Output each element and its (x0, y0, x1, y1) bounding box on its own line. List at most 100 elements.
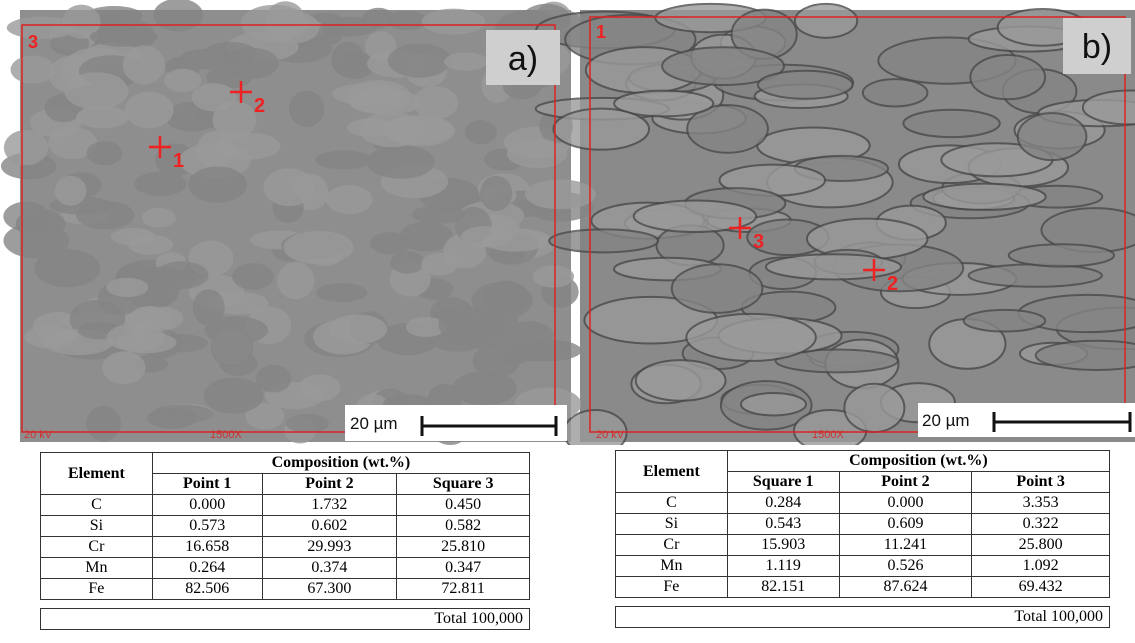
data-row: Mn0.2640.3740.347 (41, 558, 530, 579)
spacer-cell (41, 600, 530, 609)
grain (1036, 341, 1135, 370)
grain (106, 278, 148, 297)
voltage: 20 kV (24, 429, 53, 441)
grain (923, 184, 1045, 210)
cell: 0.000 (839, 493, 972, 514)
cell: 69.432 (972, 577, 1110, 598)
grain (24, 326, 76, 348)
cell: 0.284 (727, 493, 839, 514)
header-cell: Composition (wt.%) (152, 453, 529, 474)
cell: 16.658 (152, 537, 262, 558)
grain (107, 323, 166, 351)
grain (438, 308, 471, 339)
header-cell: Composition (wt.%) (727, 451, 1109, 472)
region-label: 1 (596, 22, 606, 42)
total-cell: Total 100,000 (41, 609, 530, 630)
cell: 0.000 (152, 495, 262, 516)
grain (421, 253, 458, 276)
point-label: 2 (887, 273, 898, 295)
grain (232, 263, 274, 290)
grain (211, 330, 254, 367)
grain (34, 249, 100, 287)
grain (4, 130, 48, 165)
grain (964, 310, 1046, 332)
page: 3 1 a) b) 20 kV 1500X 20 kV 1500X 20 µm … (0, 0, 1135, 643)
grain (507, 139, 567, 168)
cell: 3.353 (972, 493, 1110, 514)
grain (266, 1, 304, 36)
cell: C (616, 493, 728, 514)
panel-label: b) (1082, 28, 1112, 66)
grain (192, 83, 237, 111)
cell: Si (616, 514, 728, 535)
grain (741, 393, 806, 415)
grain (55, 176, 87, 206)
grain (188, 166, 247, 202)
grain (164, 69, 201, 92)
grain (277, 262, 314, 299)
grain (553, 109, 649, 150)
grain (331, 42, 365, 77)
cell: Fe (41, 579, 153, 600)
cell: 0.450 (397, 495, 530, 516)
grain (111, 228, 155, 245)
grain (215, 133, 280, 160)
scale-label: 20 µm (350, 414, 398, 433)
grain (367, 145, 435, 179)
grain (388, 43, 451, 77)
data-row: Fe82.50667.30072.811 (41, 579, 530, 600)
cell: 0.264 (152, 558, 262, 579)
grain (86, 406, 121, 441)
grain (359, 112, 424, 147)
cell: 0.543 (727, 514, 839, 535)
column-header: Square 1 (727, 472, 839, 493)
grain (461, 226, 514, 247)
cell: 0.573 (152, 516, 262, 537)
cell: 0.322 (972, 514, 1110, 535)
grain (315, 151, 372, 170)
data-row: Mn1.1190.5261.092 (616, 556, 1110, 577)
scale-label: 20 µm (922, 411, 970, 430)
magnification: 1500X (210, 429, 242, 441)
grain (64, 72, 128, 110)
panel-label: a) (508, 40, 538, 78)
grain (286, 414, 329, 433)
region-label: 3 (28, 32, 38, 52)
header-cell: Element (616, 451, 728, 493)
cell: 15.903 (727, 535, 839, 556)
cell: 25.800 (972, 535, 1110, 556)
grain (321, 17, 378, 37)
grain (766, 254, 901, 279)
grain (422, 9, 485, 35)
cell: 72.811 (397, 579, 530, 600)
grain (3, 202, 50, 232)
grain (412, 205, 464, 224)
cell: 82.506 (152, 579, 262, 600)
data-row: Si0.5430.6090.322 (616, 514, 1110, 535)
cell: Cr (41, 537, 153, 558)
cell: 1.732 (262, 495, 397, 516)
grain (326, 185, 373, 214)
cell: 1.119 (727, 556, 839, 577)
grain (533, 265, 575, 287)
cell: Mn (41, 558, 153, 579)
cell: 0.526 (839, 556, 972, 577)
grain (224, 48, 279, 79)
grain (444, 52, 488, 70)
grain (316, 283, 368, 302)
cell: 0.374 (262, 558, 397, 579)
data-row: C0.2840.0003.353 (616, 493, 1110, 514)
point-label: 1 (173, 150, 184, 172)
cell: 0.609 (839, 514, 972, 535)
grain (903, 110, 999, 137)
cell: Fe (616, 577, 728, 598)
grain (102, 351, 145, 384)
point-label: 3 (753, 231, 764, 253)
grain (11, 56, 56, 84)
grain (90, 27, 158, 47)
grain (970, 55, 1045, 99)
grain (123, 45, 165, 84)
